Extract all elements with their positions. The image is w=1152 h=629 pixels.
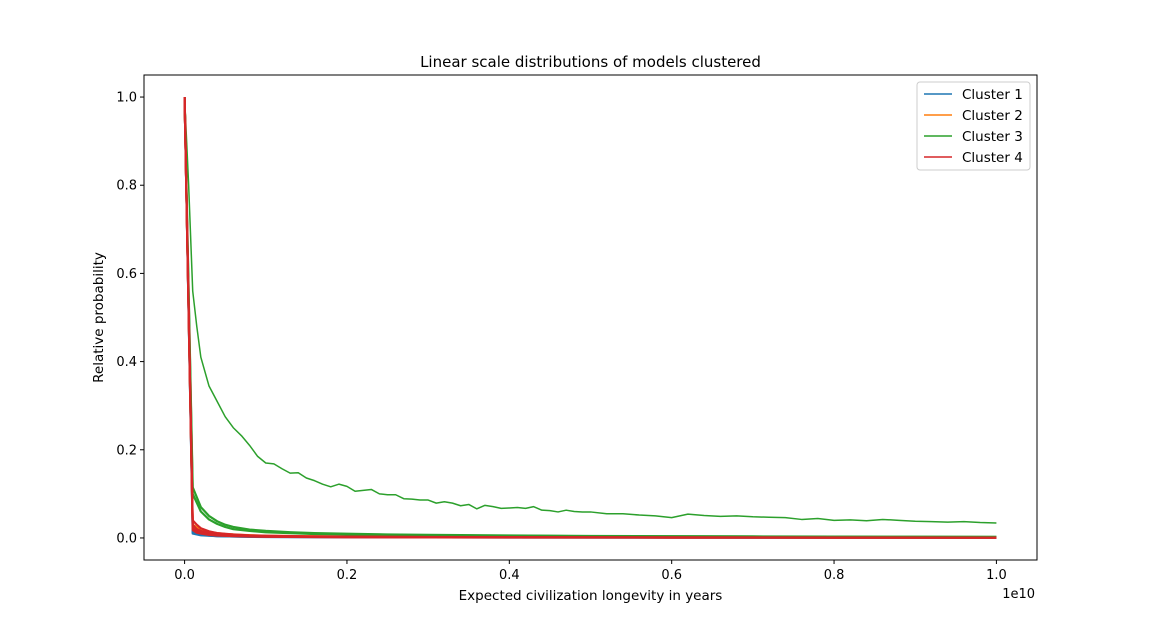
plot-lines bbox=[183, 97, 997, 539]
legend: Cluster 1 Cluster 2 Cluster 3 Cluster 4 bbox=[916, 81, 1031, 171]
y-tick-label: 0.2 bbox=[116, 443, 137, 458]
legend-label-cluster-2: Cluster 2 bbox=[962, 108, 1023, 124]
x-tick-label: 0.2 bbox=[337, 568, 358, 583]
y-tick-label: 1.0 bbox=[116, 91, 137, 106]
y-tick-label: 0.8 bbox=[116, 179, 137, 194]
legend-label-cluster-1: Cluster 1 bbox=[962, 87, 1023, 103]
y-axis-label: Relative probability bbox=[91, 252, 107, 383]
x-tick-label: 0.8 bbox=[824, 568, 845, 583]
x-tick-label: 0.4 bbox=[499, 568, 520, 583]
series-line-cluster-3-1 bbox=[183, 97, 997, 524]
legend-label-cluster-4: Cluster 4 bbox=[962, 150, 1023, 166]
x-axis-offset-text: 1e10 bbox=[1002, 587, 1035, 602]
legend-label-cluster-3: Cluster 3 bbox=[962, 129, 1023, 145]
y-tick-label: 0.4 bbox=[116, 355, 137, 370]
x-axis-label: Expected civilization longevity in years bbox=[459, 588, 723, 604]
plot-frame bbox=[143, 74, 1038, 561]
legend-box bbox=[916, 81, 1031, 171]
x-axis-ticks: 0.0 0.2 0.4 0.6 0.8 1.0 bbox=[174, 560, 1007, 583]
y-axis-ticks: 0.0 0.2 0.4 0.6 0.8 1.0 bbox=[116, 91, 144, 546]
x-tick-label: 1.0 bbox=[986, 568, 1007, 583]
chart-title: Linear scale distributions of models clu… bbox=[420, 53, 761, 71]
y-tick-label: 0.6 bbox=[116, 267, 137, 282]
x-tick-label: 0.0 bbox=[174, 568, 195, 583]
y-tick-label: 0.0 bbox=[116, 531, 137, 546]
series-line-cluster-4-4 bbox=[183, 97, 997, 539]
x-tick-label: 0.6 bbox=[661, 568, 682, 583]
